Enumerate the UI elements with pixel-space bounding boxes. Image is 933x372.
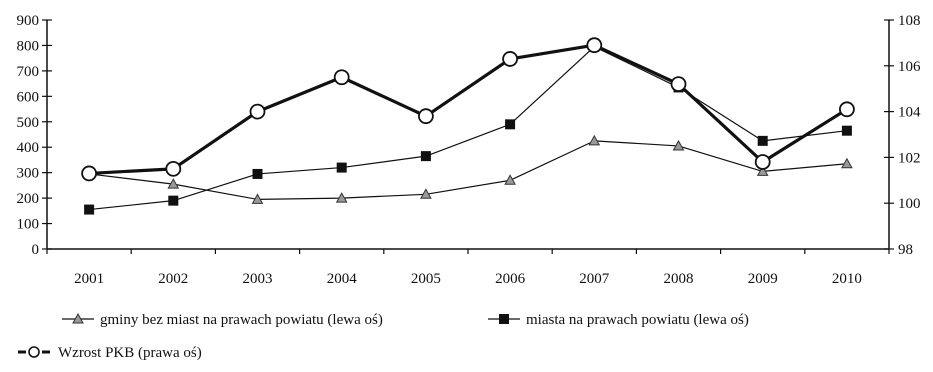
series-1-point <box>251 193 264 204</box>
left-tick-label: 700 <box>17 64 40 80</box>
series-layer <box>81 37 855 215</box>
left-tick-label: 200 <box>17 191 40 207</box>
legend-circle-marker <box>28 346 40 358</box>
series-1-point <box>420 188 432 199</box>
legend-item: Wzrost PKB (prawa oś) <box>18 345 202 361</box>
legend-label: miasta na prawach powiatu (lewa oś) <box>526 312 749 328</box>
series-2-point <box>336 162 347 173</box>
left-tick-label: 600 <box>17 89 40 105</box>
series-3-point <box>670 76 687 93</box>
series-2-point <box>420 151 431 162</box>
left-tick-label: 300 <box>17 166 40 182</box>
right-tick-label: 108 <box>898 13 921 29</box>
left-tick-label: 500 <box>17 115 40 131</box>
x-tick-label: 2002 <box>158 271 188 287</box>
right-tick-label: 104 <box>898 105 921 121</box>
left-tick-label: 900 <box>17 13 40 29</box>
series-3-point <box>333 69 350 86</box>
left-tick-label: 400 <box>17 140 40 156</box>
series-1-point <box>335 192 348 203</box>
series-1-point <box>167 178 180 189</box>
series-3-point <box>165 160 182 177</box>
series-3-point <box>754 154 771 170</box>
x-tick-label: 2008 <box>664 271 694 287</box>
left-tick-label: 0 <box>32 242 40 258</box>
series-2-point <box>168 195 179 206</box>
legend-label: Wzrost PKB (prawa oś) <box>58 345 202 361</box>
series-2-point <box>252 168 263 179</box>
left-tick-label: 100 <box>17 217 40 233</box>
series-2-point <box>757 135 768 146</box>
series-line-3 <box>89 43 848 176</box>
axes: 0 100 200 300 400 500 600 700 800 900 98 100 102 104 1… <box>17 13 922 287</box>
series-3-point <box>417 108 434 125</box>
series-2-point <box>841 125 852 136</box>
series-1-point <box>841 157 853 169</box>
legend-square-marker <box>499 314 509 324</box>
x-tick-label: 2004 <box>327 271 358 287</box>
x-tick-label: 2009 <box>748 271 778 287</box>
right-tick-label: 98 <box>898 242 913 258</box>
series-2-point <box>84 204 95 215</box>
legend-label: gminy bez miast na prawach powiatu (lewa… <box>100 312 383 328</box>
series-1-point <box>504 174 516 185</box>
legend-item: miasta na prawach powiatu (lewa oś) <box>488 312 749 328</box>
series-1-point <box>756 165 769 176</box>
series-2-point <box>505 119 516 130</box>
left-tick-label: 800 <box>17 38 40 54</box>
legend-item: gminy bez miast na prawach powiatu (lewa… <box>62 312 383 328</box>
series-line-1 <box>89 140 847 200</box>
series-3-point <box>839 101 855 118</box>
legend-triangle-marker <box>72 312 84 324</box>
series-line-2 <box>89 46 847 211</box>
x-tick-label: 2005 <box>411 271 441 287</box>
x-tick-label: 2006 <box>495 271 526 287</box>
series-3-point <box>81 165 97 182</box>
series-3-point <box>586 37 603 54</box>
series-3-point <box>502 51 519 67</box>
legend: gminy bez miast na prawach powiatu (lewa… <box>18 312 749 361</box>
series-3-point <box>249 103 266 120</box>
x-tick-label: 2010 <box>832 271 862 287</box>
x-tick-label: 2001 <box>74 271 104 287</box>
right-tick-label: 100 <box>898 196 921 212</box>
x-tick-label: 2007 <box>579 271 610 287</box>
right-tick-label: 106 <box>898 59 921 75</box>
series-1-point <box>672 139 685 151</box>
series-1-point <box>588 134 601 146</box>
right-tick-label: 102 <box>898 150 921 166</box>
x-tick-label: 2003 <box>243 271 273 287</box>
